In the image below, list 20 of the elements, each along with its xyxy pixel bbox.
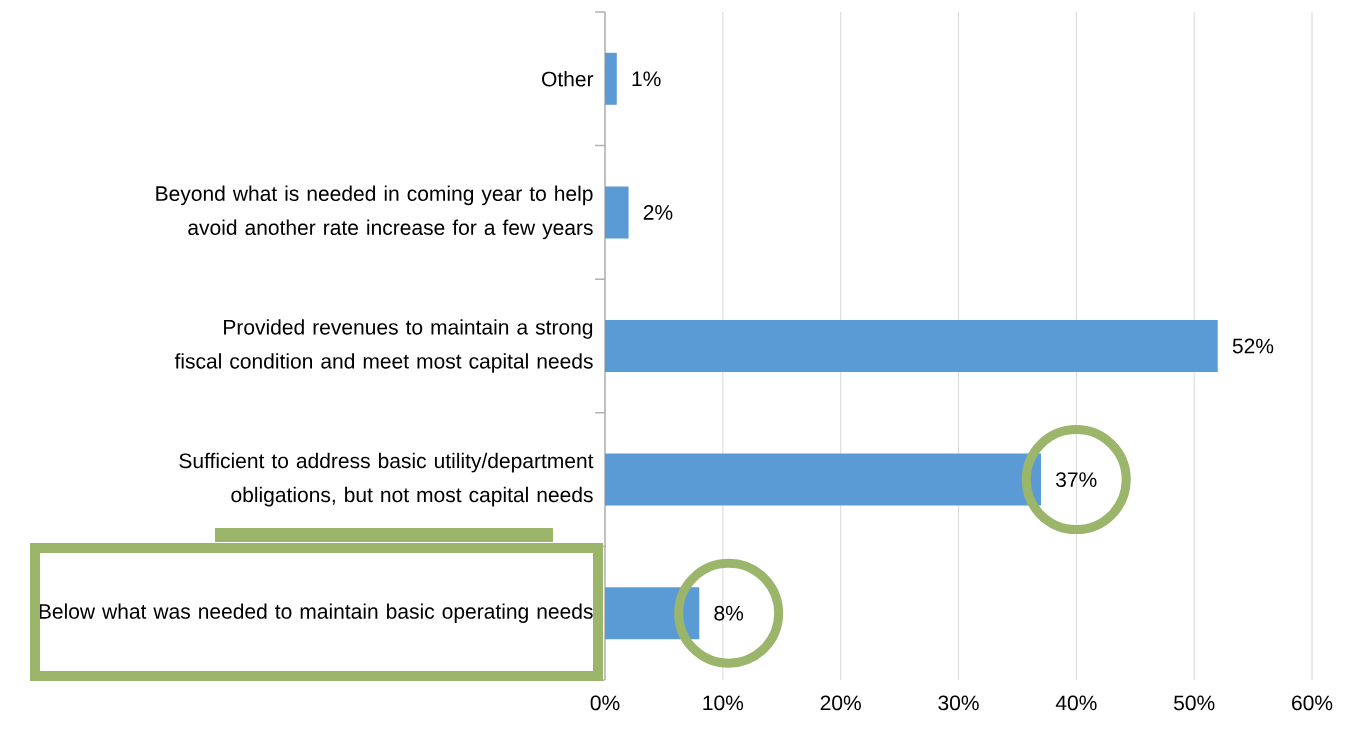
x-tick-label: 60% [1292,695,1333,711]
data-label: 2% [643,205,673,220]
bar [605,186,629,239]
x-tick-label: 30% [938,695,979,711]
y-tick-label: Sufficient to address basic utility/department obligations, but not most capital needs [179,452,594,507]
y-tick-label: Below what was needed to maintain basic operating needs [39,603,593,623]
data-label: 8% [714,605,744,621]
y-tick-label: Provided revenues to maintain a strong fiscal condition and meet most capital needs [174,319,593,373]
bar [605,52,617,105]
y-tick-label: Other [542,71,594,87]
data-label: 1% [632,71,661,87]
data-label: 52% [1232,338,1274,354]
bar [605,320,1218,372]
x-tick-label: 20% [820,695,861,711]
x-tick-label: 10% [703,695,744,711]
x-tick-label: 40% [1055,695,1097,711]
x-tick-label: 50% [1174,695,1215,711]
x-tick-label: 0% [590,695,620,711]
data-label: 37% [1056,472,1097,488]
y-tick-label: Beyond what is needed in coming year to help avoid another rate increase for a few years [156,185,593,240]
